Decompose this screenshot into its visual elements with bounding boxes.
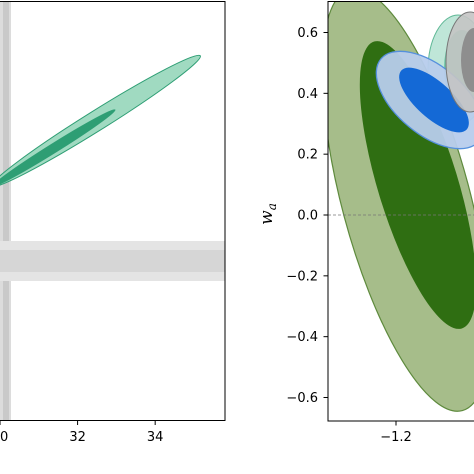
right-y-tick-label: 0.4 (297, 87, 318, 102)
gray-contour-inner (461, 28, 474, 92)
left-panel: 30 32 34 (0, 1, 226, 445)
right-frame (327, 1, 474, 422)
right-y-tick-label: −0.2 (286, 269, 318, 284)
left-vertical-band-inner (3, 1, 9, 420)
right-y-tick-label: 0.6 (297, 26, 318, 41)
right-x-axis: −1.2 (380, 421, 412, 445)
left-plot-area (0, 1, 225, 420)
right-plot-area (328, 1, 474, 412)
left-x-tick-label: 30 (0, 430, 8, 445)
right-y-axis-label: wa (257, 203, 279, 225)
green-contour-inner (359, 41, 474, 329)
left-x-axis: 30 32 34 (0, 420, 164, 445)
right-panel: 0.6 0.4 0.2 0.0 −0.2 −0.4 −0.6 −1.2 wa (257, 1, 474, 445)
left-contour-1sigma (0, 109, 116, 187)
blue-contour-inner (399, 67, 469, 133)
right-y-tick-label: 0.0 (297, 209, 318, 224)
right-y-axis: 0.6 0.4 0.2 0.0 −0.2 −0.4 −0.6 (286, 26, 328, 406)
left-frame (0, 1, 226, 421)
left-x-tick-label: 32 (69, 430, 86, 445)
right-x-tick-label: −1.2 (380, 430, 412, 445)
left-horizontal-band-inner (0, 250, 225, 272)
right-y-tick-label: −0.6 (286, 391, 318, 406)
right-y-tick-label: 0.2 (297, 148, 318, 163)
left-x-tick-label: 34 (147, 430, 164, 445)
right-y-tick-label: −0.4 (286, 330, 318, 345)
